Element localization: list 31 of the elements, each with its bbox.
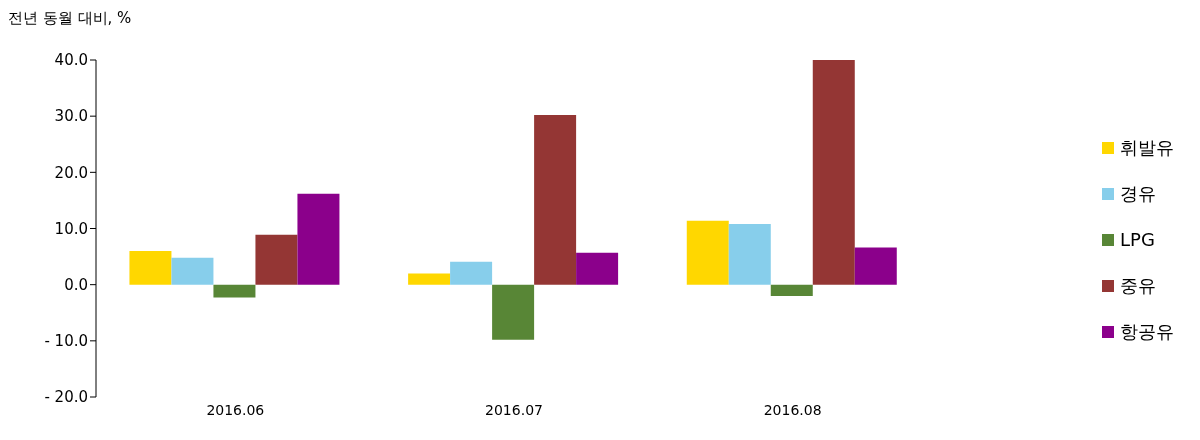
y-tick-label: 0.0 <box>64 275 88 294</box>
bar <box>129 250 172 285</box>
x-tick-label: 2016.08 <box>763 401 822 418</box>
x-tick-label: 2016.07 <box>485 401 543 418</box>
y-tick-label: 30.0 <box>54 107 88 126</box>
legend-label: LPG <box>1120 227 1155 252</box>
legend-label: 항공유 <box>1120 319 1174 344</box>
y-tick-label: 10.0 <box>54 219 88 238</box>
y-tick-label: - 10.0 <box>44 332 88 351</box>
legend-label: 중유 <box>1120 273 1156 298</box>
legend-label: 휘발유 <box>1120 135 1174 160</box>
bar <box>450 261 493 285</box>
bar <box>492 284 535 340</box>
y-axis-title: 전년 동월 대비, % <box>8 8 133 29</box>
bar <box>297 193 340 285</box>
bar <box>534 115 577 285</box>
bar <box>812 60 855 285</box>
bar <box>576 252 619 285</box>
y-tick-label: 40.0 <box>54 51 88 70</box>
bar <box>408 273 451 285</box>
y-tick-label: - 20.0 <box>44 388 88 407</box>
bar <box>728 224 771 285</box>
legend-label: 경유 <box>1120 181 1156 206</box>
y-tick-label: 20.0 <box>54 163 88 182</box>
bar <box>854 247 897 285</box>
bar <box>686 220 729 285</box>
bar <box>213 284 256 298</box>
bar <box>255 234 298 285</box>
x-tick-label: 2016.06 <box>206 401 265 418</box>
bar <box>171 257 214 285</box>
bar <box>770 284 813 296</box>
